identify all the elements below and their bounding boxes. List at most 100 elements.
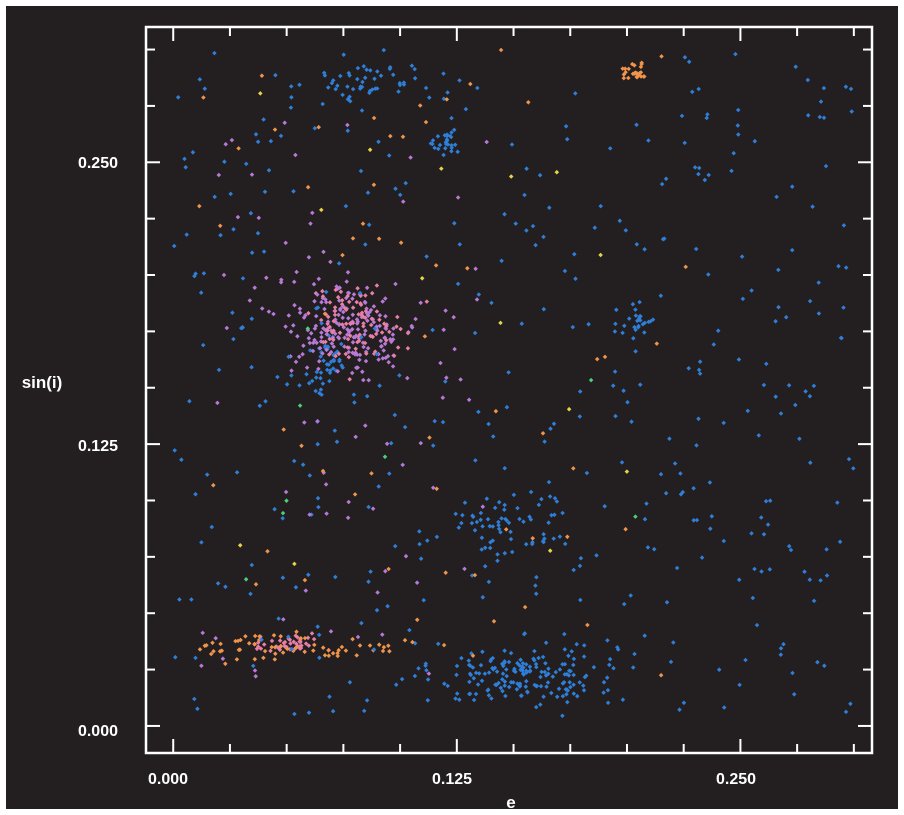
- data-point: [398, 326, 403, 332]
- data-point: [243, 161, 249, 167]
- data-point: [612, 369, 618, 374]
- data-point: [530, 540, 535, 545]
- data-point: [362, 75, 368, 81]
- data-point: [514, 687, 520, 692]
- data-point: [294, 629, 299, 635]
- data-point: [642, 516, 648, 522]
- data-point: [259, 306, 265, 311]
- data-point: [557, 667, 563, 672]
- data-point: [530, 536, 535, 541]
- data-point: [749, 288, 754, 293]
- data-point: [368, 307, 374, 313]
- data-point: [395, 345, 401, 350]
- data-point: [692, 165, 698, 170]
- data-point: [793, 402, 798, 408]
- data-point: [348, 321, 353, 326]
- data-point: [442, 681, 447, 686]
- data-point: [304, 365, 310, 370]
- data-point: [195, 706, 200, 712]
- data-point: [626, 75, 631, 81]
- data-point: [261, 655, 266, 661]
- data-point: [637, 299, 642, 305]
- data-point: [731, 150, 736, 156]
- data-point: [257, 634, 262, 639]
- data-point: [524, 670, 529, 675]
- data-point: [494, 669, 500, 674]
- data-point: [434, 486, 439, 492]
- data-point: [173, 654, 178, 660]
- data-point: [298, 636, 304, 641]
- data-point: [536, 655, 541, 661]
- data-point: [295, 635, 300, 640]
- data-point: [309, 378, 315, 384]
- data-point: [209, 524, 215, 530]
- data-point: [228, 191, 233, 197]
- data-point: [472, 572, 478, 578]
- data-point: [843, 84, 849, 90]
- data-point: [266, 168, 272, 173]
- data-point: [680, 489, 686, 495]
- data-point: [540, 654, 546, 660]
- data-point: [527, 514, 532, 520]
- data-point: [313, 323, 319, 329]
- data-point: [682, 55, 688, 60]
- data-point: [455, 281, 461, 287]
- data-point: [642, 633, 647, 638]
- data-point: [306, 380, 312, 386]
- data-point: [822, 663, 827, 669]
- data-point: [318, 317, 324, 323]
- y-tick-label: 0.250: [78, 155, 118, 172]
- data-point: [388, 133, 393, 139]
- data-point: [631, 336, 636, 341]
- data-point: [340, 92, 345, 98]
- plot-background: [6, 6, 898, 809]
- data-point: [281, 427, 286, 432]
- data-point: [381, 348, 386, 353]
- data-point: [271, 311, 276, 317]
- data-point: [437, 142, 443, 148]
- data-point: [256, 215, 262, 221]
- data-point: [568, 668, 573, 674]
- data-point: [634, 122, 639, 128]
- data-point: [323, 482, 329, 487]
- data-point: [817, 114, 823, 120]
- data-point: [658, 293, 664, 298]
- data-point: [345, 293, 350, 299]
- data-point: [444, 97, 450, 102]
- data-point: [299, 443, 304, 449]
- data-point: [560, 713, 565, 719]
- data-point: [473, 670, 479, 676]
- data-point: [395, 314, 400, 320]
- data-point: [342, 305, 348, 311]
- data-point: [416, 666, 421, 671]
- data-point: [705, 112, 710, 117]
- data-point: [343, 321, 349, 327]
- data-point: [490, 434, 496, 439]
- data-point: [355, 339, 360, 345]
- data-points: [171, 47, 856, 719]
- data-point: [327, 694, 332, 699]
- data-point: [383, 326, 389, 332]
- data-point: [315, 305, 321, 310]
- data-point: [252, 285, 257, 290]
- data-point: [390, 72, 396, 78]
- data-point: [736, 357, 742, 362]
- data-point: [374, 283, 380, 288]
- data-point: [778, 646, 784, 651]
- data-point: [430, 485, 436, 491]
- data-point: [721, 705, 727, 710]
- data-point: [694, 517, 700, 523]
- data-point: [248, 210, 254, 216]
- data-point: [466, 397, 472, 403]
- data-point: [361, 321, 366, 326]
- data-point: [294, 645, 299, 650]
- data-point: [818, 99, 824, 104]
- data-point: [345, 270, 351, 275]
- axis-ticks: [146, 27, 872, 753]
- data-point: [405, 346, 411, 351]
- data-point: [351, 335, 357, 340]
- data-point: [361, 708, 367, 714]
- data-point: [359, 620, 364, 626]
- data-point: [602, 504, 607, 509]
- data-point: [289, 368, 294, 373]
